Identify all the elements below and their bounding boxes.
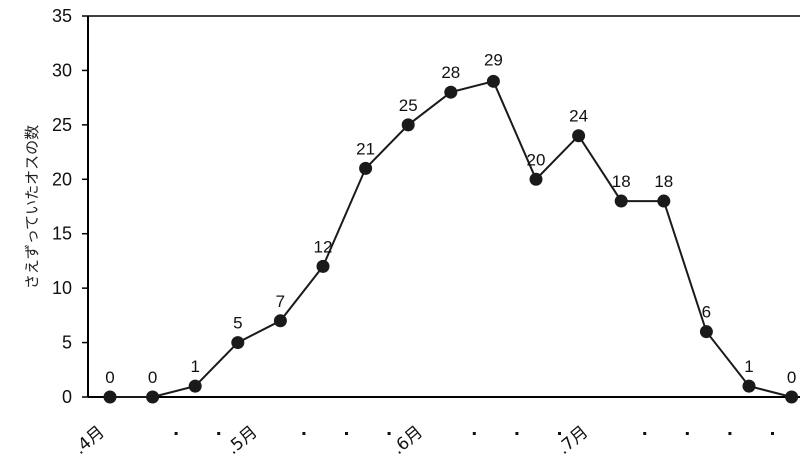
- data-label: 0: [105, 368, 114, 387]
- data-point: [785, 390, 799, 404]
- data-point: [316, 259, 330, 273]
- data-point: [273, 314, 287, 328]
- data-label: 24: [569, 107, 588, 126]
- y-tick-label: 30: [52, 60, 72, 80]
- y-axis-label-group: さえずっていたオスの数: [23, 125, 41, 289]
- data-label: 25: [399, 96, 418, 115]
- x-tick-labels: .4月 .5月 .6月 .7月: [70, 422, 592, 459]
- y-axis-label: さえずっていたオスの数: [23, 125, 41, 289]
- data-point: [231, 336, 245, 350]
- series: [110, 80, 792, 398]
- data-point: [359, 161, 373, 175]
- data-label: 0: [787, 368, 796, 387]
- x-dot: [387, 432, 391, 435]
- data-label: 20: [527, 150, 546, 169]
- data-point: [188, 379, 202, 393]
- data-point: [103, 390, 117, 404]
- data-point: [614, 194, 628, 208]
- y-tick-label: 5: [62, 333, 72, 353]
- y-tick-label: 25: [52, 115, 72, 135]
- axes: [87, 15, 800, 398]
- data-point: [486, 74, 500, 88]
- data-label: 21: [356, 139, 375, 158]
- data-point: [699, 325, 713, 339]
- data-label: 18: [612, 172, 631, 191]
- data-label: 18: [654, 172, 673, 191]
- data-point: [444, 85, 458, 99]
- x-dot: [174, 432, 178, 435]
- x-dot: [472, 432, 476, 435]
- x-dot: [643, 432, 647, 435]
- x-dot: [515, 432, 519, 435]
- y-tick-label: 35: [52, 6, 72, 26]
- data-label: 1: [190, 357, 199, 376]
- x-dot: [685, 432, 689, 435]
- x-tick-label: .7月: [554, 422, 592, 459]
- y-tick-label: 20: [52, 169, 72, 189]
- x-dot: [728, 432, 732, 435]
- data-label: 12: [314, 237, 333, 256]
- data-labels: 0 0 1 5 7 12 21 25 28 29 20 24 18 18 6 1 0: [105, 50, 796, 387]
- x-dot: [558, 432, 561, 435]
- data-label: 7: [276, 292, 285, 311]
- data-label: 28: [441, 63, 460, 82]
- x-dot: [771, 432, 774, 435]
- y-tick-label: 15: [52, 224, 72, 244]
- x-dots: [174, 432, 774, 435]
- data-label: 29: [484, 50, 503, 69]
- data-point: [529, 172, 543, 186]
- x-dot: [217, 432, 221, 435]
- x-tick-label: .6月: [389, 422, 427, 459]
- x-tick-label: .4月: [70, 422, 108, 459]
- x-dot: [302, 432, 306, 435]
- data-point: [401, 118, 415, 132]
- series-line: [110, 80, 792, 398]
- data-markers: [103, 74, 799, 404]
- data-point: [742, 379, 756, 393]
- data-point: [572, 129, 586, 143]
- y-tick-label: 0: [62, 387, 72, 407]
- x-dot: [345, 432, 348, 435]
- y-tick-labels: 0 5 10 15 20 25 30 35: [52, 6, 88, 407]
- data-point: [657, 194, 671, 208]
- data-label: 0: [148, 368, 157, 387]
- y-tick-label: 10: [52, 278, 72, 298]
- x-tick-label: .5月: [223, 422, 261, 459]
- data-label: 6: [702, 303, 711, 322]
- data-point: [146, 390, 160, 404]
- data-label: 1: [744, 357, 753, 376]
- data-label: 5: [233, 314, 242, 333]
